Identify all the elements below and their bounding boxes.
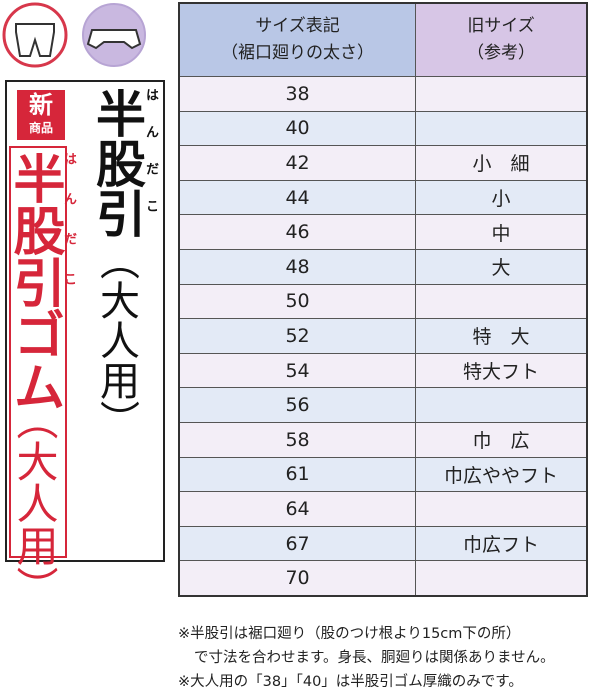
note: ※半股引は裾口廻り（股のつけ根より15cm下の所）: [178, 626, 521, 642]
title1: 半股引: [88, 88, 146, 238]
old-size-cell: 特 大: [415, 318, 588, 354]
title2: 半股引ゴム: [4, 152, 64, 412]
size-cell: 52: [178, 318, 417, 354]
table-row: 38: [178, 76, 588, 112]
table-row: 54 特大フト: [178, 352, 588, 389]
table-row: 67 巾広フト: [178, 525, 588, 562]
icons: [2, 2, 146, 68]
size-cell: 44: [178, 179, 417, 216]
old-size-cell: 巾広フト: [415, 525, 588, 562]
size-cell: 64: [178, 491, 417, 527]
old-size-cell: 小: [415, 179, 588, 216]
old-size-cell: 中: [415, 214, 588, 250]
table-row: 46 中: [178, 214, 588, 250]
old-size-cell: [415, 387, 588, 423]
table-row: 40: [178, 110, 588, 147]
shorts-icon: [86, 29, 142, 50]
size-cell: 58: [178, 421, 417, 458]
header-line: （裾口廻りの太さ）: [221, 43, 375, 63]
size-cell: 67: [178, 525, 417, 562]
note: ※大人用の「38」「40」は半股引ゴム厚織のみです。: [178, 674, 523, 690]
old-size-cell: 小 細: [415, 145, 588, 181]
size-cell: 40: [178, 110, 417, 147]
size-cell: 70: [178, 560, 417, 597]
title-box: [5, 80, 165, 562]
table-row: 64: [178, 491, 588, 527]
header-cell: サイズ表記 （裾口廻りの太さ）: [178, 2, 417, 77]
header-line: （参考）: [467, 43, 536, 63]
old-size-cell: 特大フト: [415, 352, 588, 389]
table-row: 50: [178, 283, 588, 320]
table-row: 70: [178, 560, 588, 597]
size-cell: 46: [178, 214, 417, 250]
title2-frame: [9, 146, 67, 558]
table-row: 44 小: [178, 179, 588, 216]
table-row: 58 巾 広: [178, 421, 588, 458]
table-row: 56: [178, 387, 588, 423]
badge-bottom: 商品: [28, 121, 53, 135]
size-cell: 48: [178, 248, 417, 285]
table-row: 61 巾広ややフト: [178, 456, 588, 493]
size-cell: 56: [178, 387, 417, 423]
old-size-cell: [415, 283, 588, 320]
old-size-cell: [415, 560, 588, 597]
old-size-cell: [415, 491, 588, 527]
title2-sub: （大人用）: [10, 398, 59, 608]
size-cell: 54: [178, 352, 417, 389]
size-cell: 50: [178, 283, 417, 320]
size-cell: 61: [178, 456, 417, 493]
table-row: 52 特 大: [178, 318, 588, 354]
size-table: サイズ表記 （裾口廻りの太さ） 旧サイズ （参考） 38 40 42 小 細 44 小 46 中 48 大…: [178, 2, 588, 597]
header-line: 旧サイズ: [467, 15, 535, 36]
badge: 新 商品: [17, 90, 65, 140]
title2-reading: はんだこ: [61, 152, 76, 312]
old-size-cell: [415, 110, 588, 147]
badge-top: 新: [29, 91, 53, 119]
old-size-cell: 大: [415, 248, 588, 285]
old-size-cell: 巾 広: [415, 421, 588, 458]
header-cell: 旧サイズ （参考）: [415, 2, 588, 77]
size-cell: 38: [178, 76, 417, 112]
table-row: 48 大: [178, 248, 588, 285]
note: で寸法を合わせます。身長、胴廻りは関係ありません。: [194, 650, 555, 666]
title1-sub: （大人用）: [93, 240, 139, 440]
shorts-icon: [15, 23, 55, 57]
old-size-cell: 巾広ややフト: [415, 456, 588, 493]
table-row: 42 小 細: [178, 145, 588, 181]
title1-reading: はんだこ: [143, 88, 158, 236]
header-row: サイズ表記 （裾口廻りの太さ） 旧サイズ （参考）: [178, 2, 588, 77]
old-size-cell: [415, 76, 588, 112]
header-line: サイズ表記: [255, 15, 340, 36]
size-cell: 42: [178, 145, 417, 181]
